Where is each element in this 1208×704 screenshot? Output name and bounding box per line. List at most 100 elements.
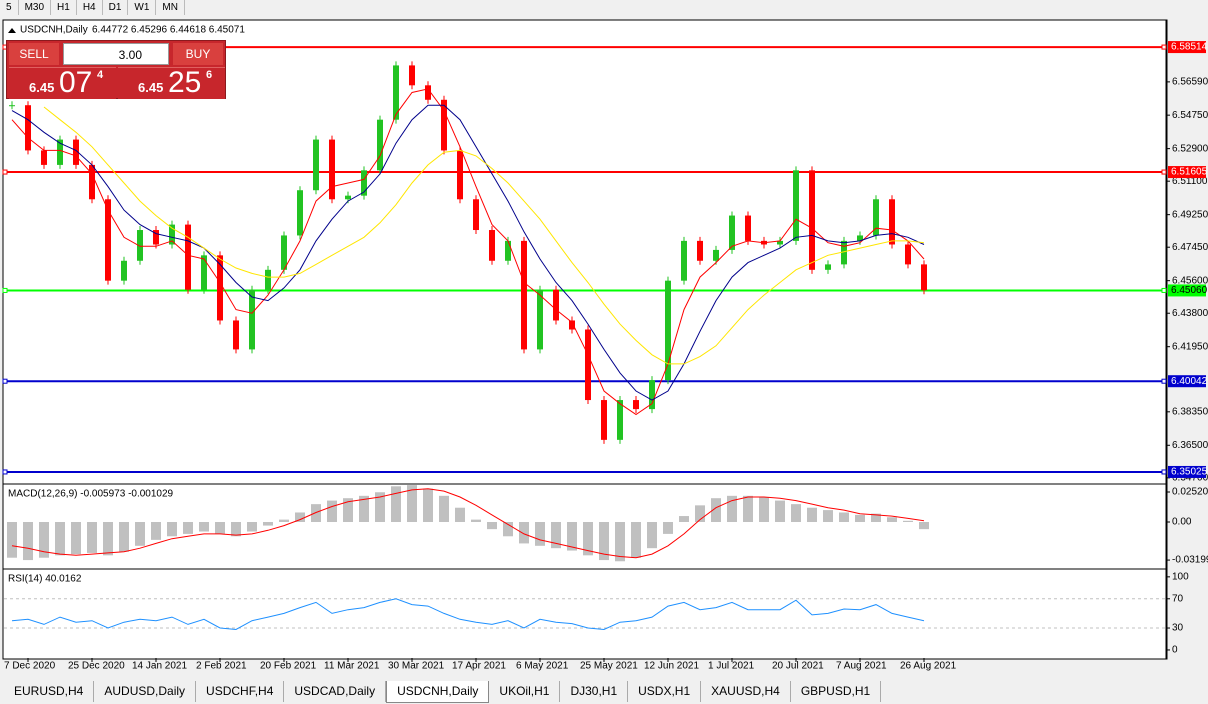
histogram-bar xyxy=(535,522,545,546)
histogram-bar xyxy=(135,522,145,546)
candle-body xyxy=(425,85,431,100)
timeframe-button[interactable]: H1 xyxy=(51,0,77,15)
x-tick-label: 26 Aug 2021 xyxy=(900,661,957,672)
level-label-box xyxy=(1168,41,1206,54)
y-tick-label: 6.41950 xyxy=(1172,341,1208,352)
bid-price[interactable]: 6.45 07 4 xyxy=(9,66,116,99)
histogram-bar xyxy=(327,500,337,523)
timeframe-button[interactable]: D1 xyxy=(103,0,129,15)
chart-tab[interactable]: XAUUSD,H4 xyxy=(701,681,791,702)
x-tick-label: 11 Mar 2021 xyxy=(324,661,380,672)
candle-body xyxy=(265,269,271,290)
y-tick-label: 100 xyxy=(1172,571,1189,582)
x-tick-label: 6 May 2021 xyxy=(516,661,569,672)
candle-body xyxy=(489,230,495,261)
histogram-bar xyxy=(519,522,529,544)
timeframe-button[interactable]: 5 xyxy=(0,0,19,15)
chart-tab[interactable]: AUDUSD,Daily xyxy=(94,681,197,702)
histogram-bar xyxy=(119,522,129,552)
bid-pip: 4 xyxy=(97,69,104,81)
y-tick-label: 6.56590 xyxy=(1172,77,1208,88)
candle-body xyxy=(201,255,207,290)
quantity-input[interactable]: 3.00 xyxy=(63,43,169,65)
chart-tab[interactable]: DJ30,H1 xyxy=(560,681,629,702)
chart-tab[interactable]: EURUSD,H4 xyxy=(4,681,95,702)
level-handle xyxy=(1161,378,1167,384)
y-tick-label: 70 xyxy=(1172,593,1184,604)
histogram-bar xyxy=(727,495,737,523)
candle-body xyxy=(409,65,415,86)
level-label: 6.58514 xyxy=(1171,42,1208,53)
candle-body xyxy=(473,199,479,231)
ask-main: 25 xyxy=(168,66,202,99)
timeframe-button[interactable]: MN xyxy=(156,0,185,15)
candle-body xyxy=(297,190,303,236)
y-tick-label: 6.34700 xyxy=(1172,472,1208,483)
collapse-icon[interactable] xyxy=(8,28,16,33)
histogram-bar xyxy=(39,522,49,558)
moving-average xyxy=(11,88,925,416)
candle-body xyxy=(361,170,367,196)
histogram-bar xyxy=(711,498,721,523)
chart-tab[interactable]: USDCNH,Daily xyxy=(386,681,490,703)
candle-body xyxy=(553,289,559,321)
ask-price[interactable]: 6.45 25 6 xyxy=(118,66,225,99)
chart-tab[interactable]: USDCHF,H4 xyxy=(196,681,285,702)
x-tick-label: 17 Apr 2021 xyxy=(452,661,506,672)
chart-tab[interactable]: USDX,H1 xyxy=(628,681,702,702)
indicator-label: RSI(14) 40.0162 xyxy=(8,574,82,585)
chart-tabs: EURUSD,H4 AUDUSD,Daily USDCHF,H4 USDCAD,Dai… xyxy=(4,681,882,703)
buy-button[interactable]: BUY xyxy=(173,43,223,65)
level-label-box xyxy=(1168,375,1206,388)
histogram-bar xyxy=(903,520,913,523)
chart-ohlc: 6.44772 6.45296 6.44618 6.45071 xyxy=(92,25,245,36)
level-label: 6.35025 xyxy=(1171,467,1208,478)
candle-body xyxy=(505,240,511,261)
y-tick-label: 30 xyxy=(1172,623,1184,634)
candle-body xyxy=(281,235,287,270)
timeframe-toolbar: 5 M30 H1 H4 D1 W1 MN xyxy=(0,0,185,16)
candle-body xyxy=(713,249,719,261)
level-label-box xyxy=(1168,166,1206,179)
candle-body xyxy=(73,139,79,165)
timeframe-button[interactable]: W1 xyxy=(128,0,157,15)
ask-big: 6.45 xyxy=(138,80,164,95)
candle-body xyxy=(777,240,783,245)
level-handle xyxy=(1161,287,1167,293)
histogram-bar xyxy=(55,522,65,556)
candle-body xyxy=(521,240,527,350)
histogram-bar xyxy=(231,522,241,537)
candle-body xyxy=(345,195,351,200)
level-label: 6.40042 xyxy=(1171,376,1208,387)
candle-body xyxy=(25,105,31,151)
timeframe-button[interactable]: H4 xyxy=(77,0,103,15)
level-handle xyxy=(1161,44,1167,50)
level-handle xyxy=(2,469,8,475)
candle-body xyxy=(825,264,831,270)
histogram-bar xyxy=(295,512,305,523)
histogram-bar xyxy=(7,522,17,558)
chart-tab[interactable]: UKOil,H1 xyxy=(489,681,561,702)
candle-body xyxy=(745,215,751,241)
x-tick-label: 20 Jul 2021 xyxy=(772,661,824,672)
histogram-bar xyxy=(151,522,161,540)
candle-body xyxy=(89,164,95,200)
histogram-bar xyxy=(631,522,641,558)
chart-tab[interactable]: GBPUSD,H1 xyxy=(791,681,882,702)
y-tick-label: 0.00 xyxy=(1172,517,1192,528)
histogram-bar xyxy=(503,522,513,537)
candle-body xyxy=(857,235,863,241)
y-tick-label: 0.025209 xyxy=(1172,487,1208,498)
signal-line xyxy=(11,488,925,559)
sell-button[interactable]: SELL xyxy=(9,43,59,65)
candle-body xyxy=(809,170,815,270)
histogram-bar xyxy=(247,522,257,532)
chart-tab[interactable]: USDCAD,Daily xyxy=(284,681,387,702)
histogram-bar xyxy=(87,522,97,553)
histogram-bar xyxy=(551,522,561,549)
timeframe-button[interactable]: M30 xyxy=(19,0,52,15)
candle-body xyxy=(121,260,127,281)
histogram-bar xyxy=(103,522,113,556)
candle-body xyxy=(905,244,911,265)
